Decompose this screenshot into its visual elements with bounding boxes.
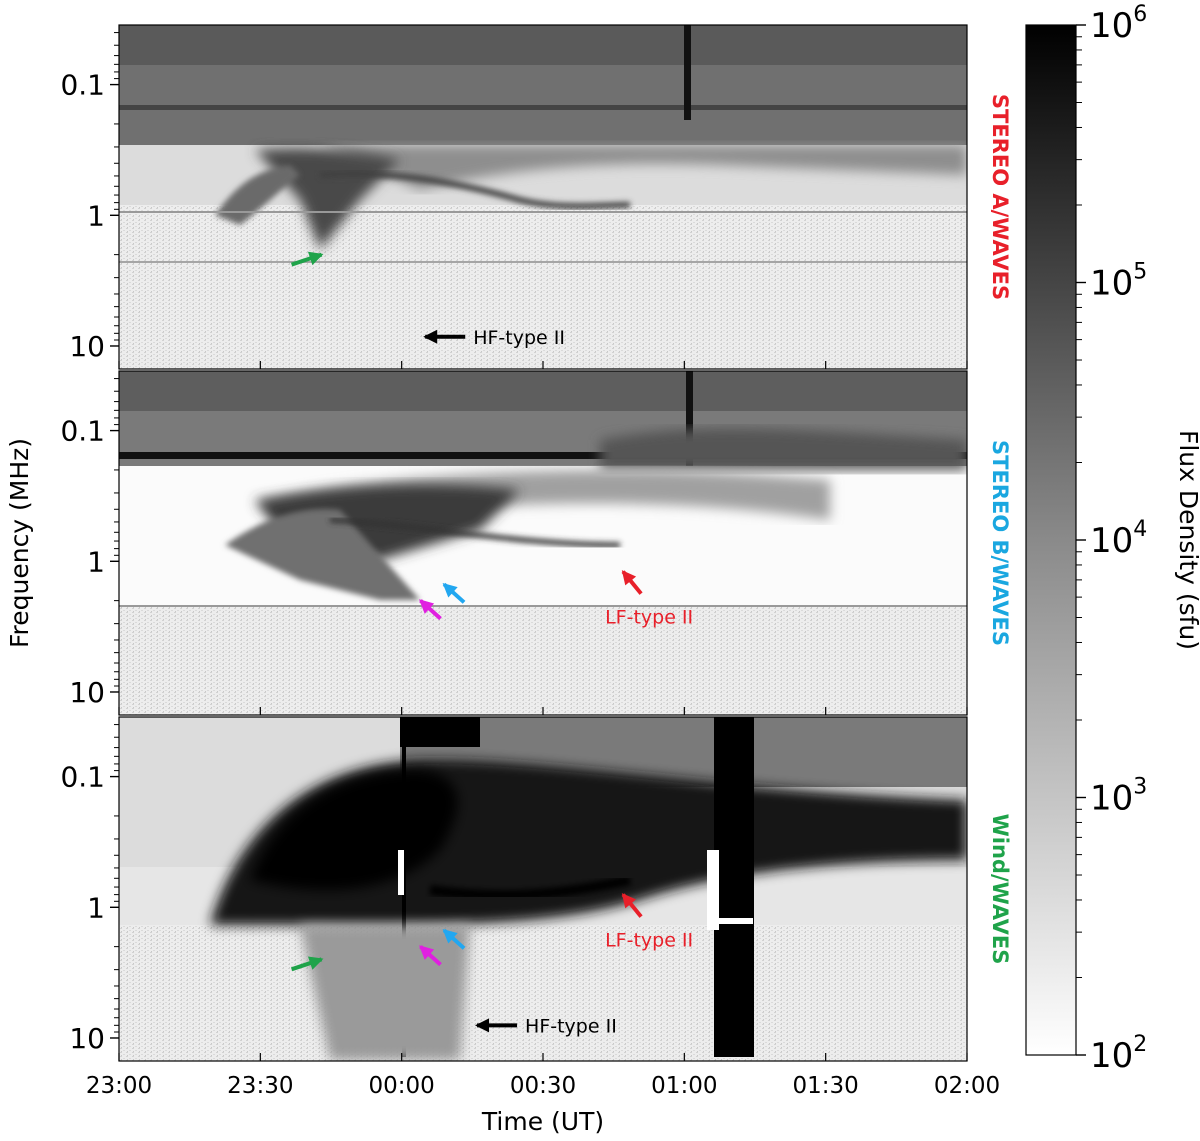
annotation-label: HF-type II bbox=[525, 1015, 617, 1037]
x-tick-label: 01:30 bbox=[793, 1073, 859, 1099]
colorbar bbox=[1025, 24, 1077, 1056]
colorbar-label: Flux Density (sfu) bbox=[1174, 430, 1200, 650]
cbar-tick-label: 106 bbox=[1090, 2, 1147, 46]
cbar-tick-label: 102 bbox=[1090, 1032, 1147, 1076]
annotation-arrowhead bbox=[475, 1018, 490, 1033]
x-tick-label: 00:30 bbox=[510, 1073, 576, 1099]
x-axis-label: Time (UT) bbox=[481, 1107, 604, 1136]
annotation-arrowhead bbox=[423, 329, 438, 344]
x-tick-label: 00:00 bbox=[369, 1073, 435, 1099]
panel-label: STEREO B/WAVES bbox=[988, 440, 1012, 646]
y-tick-label: 10 bbox=[69, 1022, 105, 1055]
annotation-label: LF-type II bbox=[605, 607, 693, 629]
colorbar-ticks: 102 103 104 105 106 bbox=[1076, 2, 1147, 1076]
annotation-arrowhead bbox=[442, 928, 458, 944]
x-tick-label: 23:30 bbox=[227, 1073, 293, 1099]
panel-wind bbox=[119, 717, 967, 1061]
annotation-arrowhead bbox=[419, 945, 435, 960]
annotation-label: HF-type II bbox=[473, 327, 565, 349]
panel-label: Wind/WAVES bbox=[988, 814, 1012, 965]
annotation-arrowhead bbox=[307, 251, 324, 266]
x-tick-label: 02:00 bbox=[934, 1073, 1000, 1099]
annotation-arrowhead bbox=[442, 582, 458, 598]
y-tick-label: 0.1 bbox=[60, 415, 105, 448]
panel-stereo-a bbox=[119, 25, 967, 369]
y-tick-label: 1 bbox=[87, 891, 105, 924]
annotation-arrowhead bbox=[307, 956, 324, 970]
panel-labels: STEREO A/WAVES STEREO B/WAVES Wind/WAVES bbox=[988, 94, 1012, 964]
cbar-tick-label: 105 bbox=[1090, 260, 1147, 304]
annotation-arrowhead bbox=[419, 599, 435, 614]
x-tick-label: 01:00 bbox=[651, 1073, 717, 1099]
annotation-label: LF-type II bbox=[605, 930, 693, 952]
panel-label: STEREO A/WAVES bbox=[988, 94, 1012, 300]
x-axis-ticks: 23:00 23:30 00:00 00:30 01:00 01:30 02:00 bbox=[86, 361, 1000, 1099]
cbar-tick-label: 104 bbox=[1090, 517, 1147, 561]
y-tick-label: 1 bbox=[87, 545, 105, 578]
y-tick-label: 1 bbox=[87, 199, 105, 232]
y-tick-label: 10 bbox=[69, 676, 105, 709]
y-axis-ticks: 0.1 1 10 0.1 1 10 0.1 1 10 bbox=[60, 32, 119, 1055]
cbar-tick-label: 103 bbox=[1090, 775, 1147, 819]
annotation-arrowhead bbox=[621, 570, 637, 586]
y-axis-label: Frequency (MHz) bbox=[5, 438, 34, 648]
annotation-arrowhead bbox=[621, 893, 637, 909]
y-tick-label: 0.1 bbox=[60, 761, 105, 794]
y-tick-label: 10 bbox=[69, 330, 105, 363]
annotations: HF-type II LF-type II LF-type II HF-type II bbox=[290, 251, 693, 1037]
x-tick-label: 23:00 bbox=[86, 1073, 152, 1099]
panel-stereo-b bbox=[119, 371, 967, 715]
y-tick-label: 0.1 bbox=[60, 69, 105, 102]
